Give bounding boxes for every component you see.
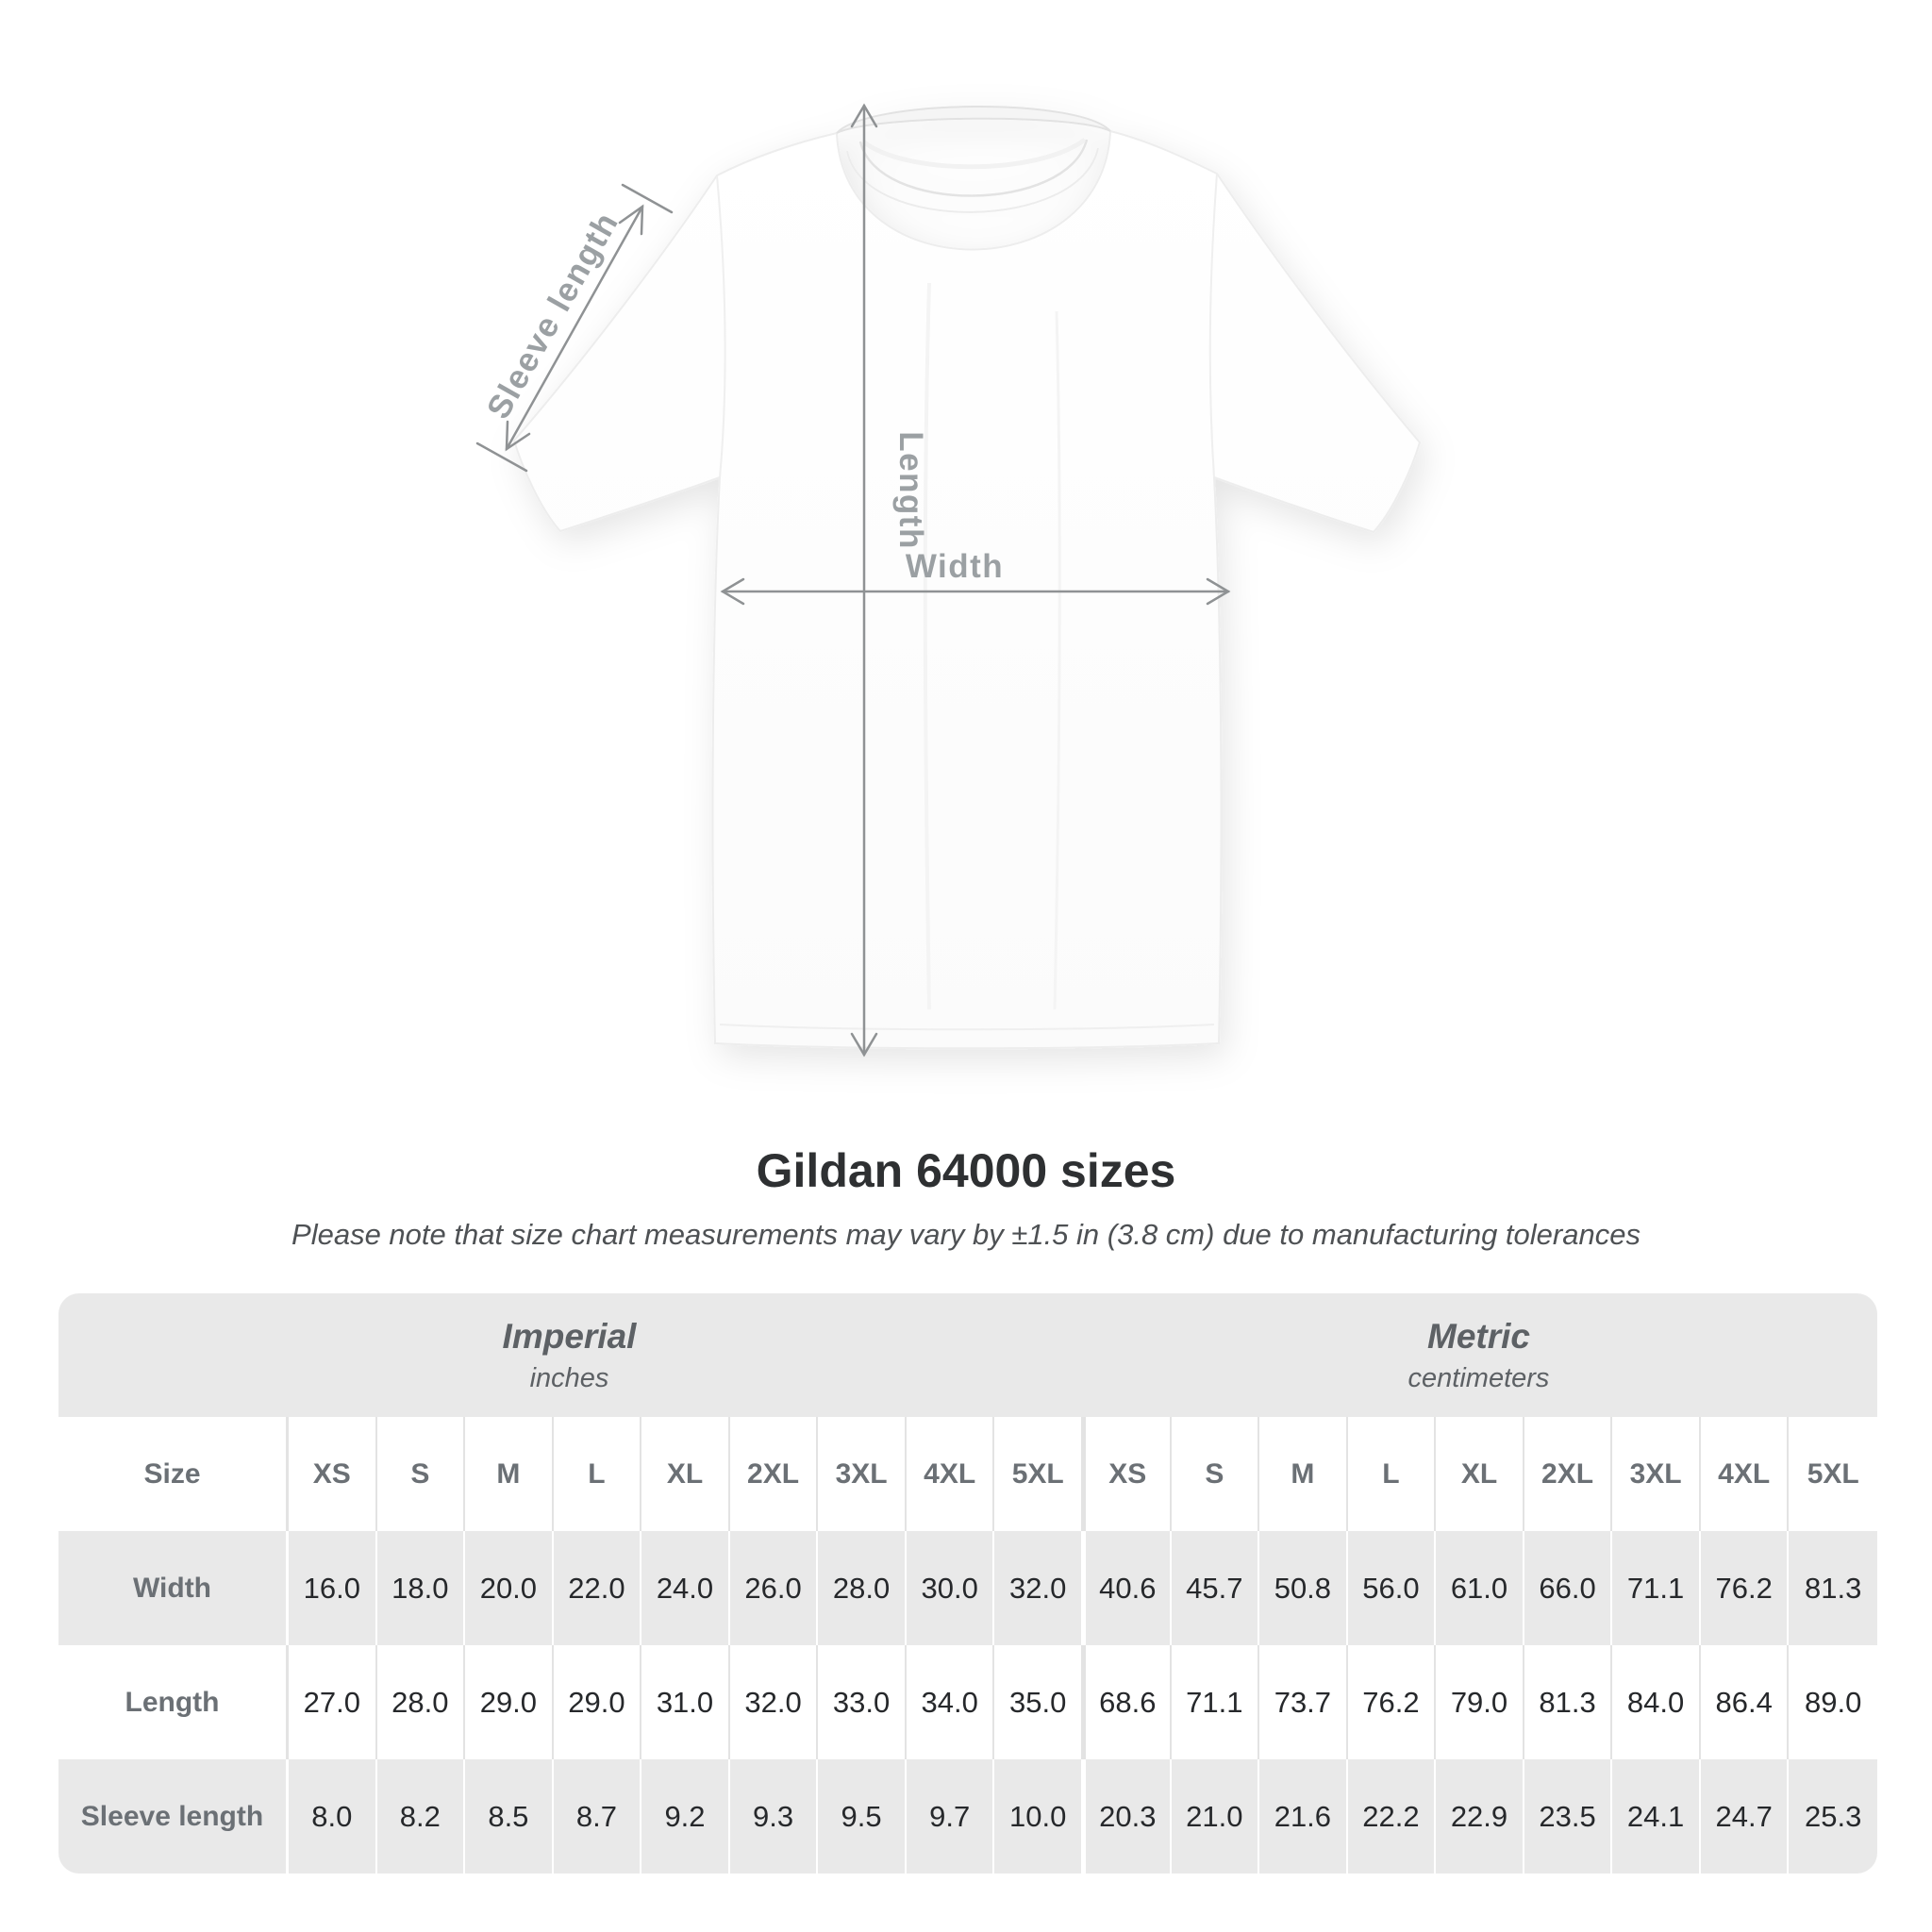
measurement-cell: 21.0 [1171,1759,1260,1874]
size-col-header: 3XL [1612,1417,1701,1531]
page-title: Gildan 64000 sizes [756,1144,1176,1197]
measurement-cell: 84.0 [1612,1645,1701,1759]
measurement-cell: 8.0 [289,1759,377,1874]
measurement-cell: 32.0 [729,1645,819,1759]
measurement-cell: 9.3 [729,1759,819,1874]
size-col-header: XL [641,1417,730,1531]
measurement-cell: 32.0 [994,1531,1083,1645]
size-column-header: Size [58,1417,289,1531]
size-col-header: 5XL [994,1417,1083,1531]
measurement-cell: 9.7 [906,1759,995,1874]
size-col-header: XS [1083,1417,1172,1531]
tshirt-diagram: Sleeve length Length Width [475,103,1422,1058]
measurement-cell: 81.3 [1789,1531,1877,1645]
length-arrow [850,103,878,1058]
measurement-cell: 20.3 [1083,1759,1172,1874]
size-col-header: M [1259,1417,1348,1531]
metric-unit: centimeters [1407,1362,1550,1393]
measurement-cell: 8.5 [465,1759,554,1874]
measurement-cell: 56.0 [1347,1531,1437,1645]
measurement-cell: 89.0 [1789,1645,1877,1759]
measurement-cell: 8.2 [376,1759,466,1874]
measurement-cell: 24.1 [1612,1759,1701,1874]
measurement-cell: 31.0 [641,1645,730,1759]
size-col-header: XS [289,1417,377,1531]
measurement-cell: 24.7 [1700,1759,1790,1874]
measurement-cell: 66.0 [1524,1531,1613,1645]
imperial-unit: inches [529,1362,609,1393]
measurement-cell: 61.0 [1436,1531,1524,1645]
row-label: Length [58,1645,289,1759]
measurement-cell: 28.0 [818,1531,907,1645]
measurement-cell: 71.1 [1612,1531,1701,1645]
measurement-cell: 45.7 [1171,1531,1260,1645]
measurement-cell: 86.4 [1700,1645,1790,1759]
measurement-cell: 18.0 [376,1531,466,1645]
measurement-cell: 79.0 [1436,1645,1524,1759]
size-col-header: 4XL [906,1417,995,1531]
measurement-cell: 34.0 [906,1645,995,1759]
measurement-cell: 35.0 [994,1645,1083,1759]
measurement-cell: 23.5 [1524,1759,1613,1874]
measurement-cell: 29.0 [553,1645,642,1759]
measurement-cell: 25.3 [1789,1759,1877,1874]
measurement-cell: 29.0 [465,1645,554,1759]
size-col-header: L [1347,1417,1437,1531]
size-col-header: S [376,1417,466,1531]
width-arrow [720,577,1231,606]
row-label: Width [58,1531,289,1645]
size-table: Imperial inches Metric centimeters Size X… [58,1293,1877,1874]
row-label: Sleeve length [58,1759,289,1874]
measurement-cell: 68.6 [1083,1645,1172,1759]
measurement-cell: 21.6 [1259,1759,1348,1874]
tshirt-illustration [512,106,1422,1050]
units-band: Imperial inches Metric centimeters [58,1293,1877,1417]
measurement-cell: 76.2 [1700,1531,1790,1645]
size-col-header: S [1171,1417,1260,1531]
measurement-cell: 73.7 [1259,1645,1348,1759]
size-col-header: 5XL [1789,1417,1877,1531]
measurement-cell: 33.0 [818,1645,907,1759]
width-label: Width [906,548,1004,585]
size-col-header: 2XL [1524,1417,1613,1531]
measurement-cell: 22.0 [553,1531,642,1645]
size-col-header: 2XL [729,1417,819,1531]
measurement-cell: 9.2 [641,1759,730,1874]
collar-back [836,106,1111,134]
size-col-header: XL [1436,1417,1524,1531]
measurement-cell: 27.0 [289,1645,377,1759]
measurement-cell: 50.8 [1259,1531,1348,1645]
measurement-cell: 81.3 [1524,1645,1613,1759]
imperial-group-header: Imperial inches [58,1293,1080,1417]
measurement-cell: 8.7 [553,1759,642,1874]
imperial-title: Imperial [502,1316,637,1356]
measurement-cell: 40.6 [1083,1531,1172,1645]
sleeve-length-arrow [475,183,674,473]
metric-group-header: Metric centimeters [1080,1293,1877,1417]
measurement-cell: 16.0 [289,1531,377,1645]
measurement-arrows [475,103,1231,1058]
size-col-header: M [465,1417,554,1531]
measurement-cell: 26.0 [729,1531,819,1645]
size-table-grid: Size XS S M L XL 2XL 3XL 4XL 5XL XS S M L XL 2XL 3XL 4XL 5… [58,1417,1877,1874]
measurement-cell: 30.0 [906,1531,995,1645]
measurement-cell: 22.2 [1347,1759,1437,1874]
measurement-cell: 22.9 [1436,1759,1524,1874]
size-col-header: 4XL [1700,1417,1790,1531]
size-col-header: 3XL [818,1417,907,1531]
tolerance-note: Please note that size chart measurements… [291,1218,1641,1251]
measurement-cell: 24.0 [641,1531,730,1645]
measurement-cell: 10.0 [994,1759,1083,1874]
measurement-cell: 71.1 [1171,1645,1260,1759]
metric-title: Metric [1427,1316,1530,1356]
length-label: Length [892,431,929,550]
measurement-cell: 20.0 [465,1531,554,1645]
measurement-cell: 28.0 [376,1645,466,1759]
size-col-header: L [553,1417,642,1531]
measurement-cell: 76.2 [1347,1645,1437,1759]
measurement-cell: 9.5 [818,1759,907,1874]
